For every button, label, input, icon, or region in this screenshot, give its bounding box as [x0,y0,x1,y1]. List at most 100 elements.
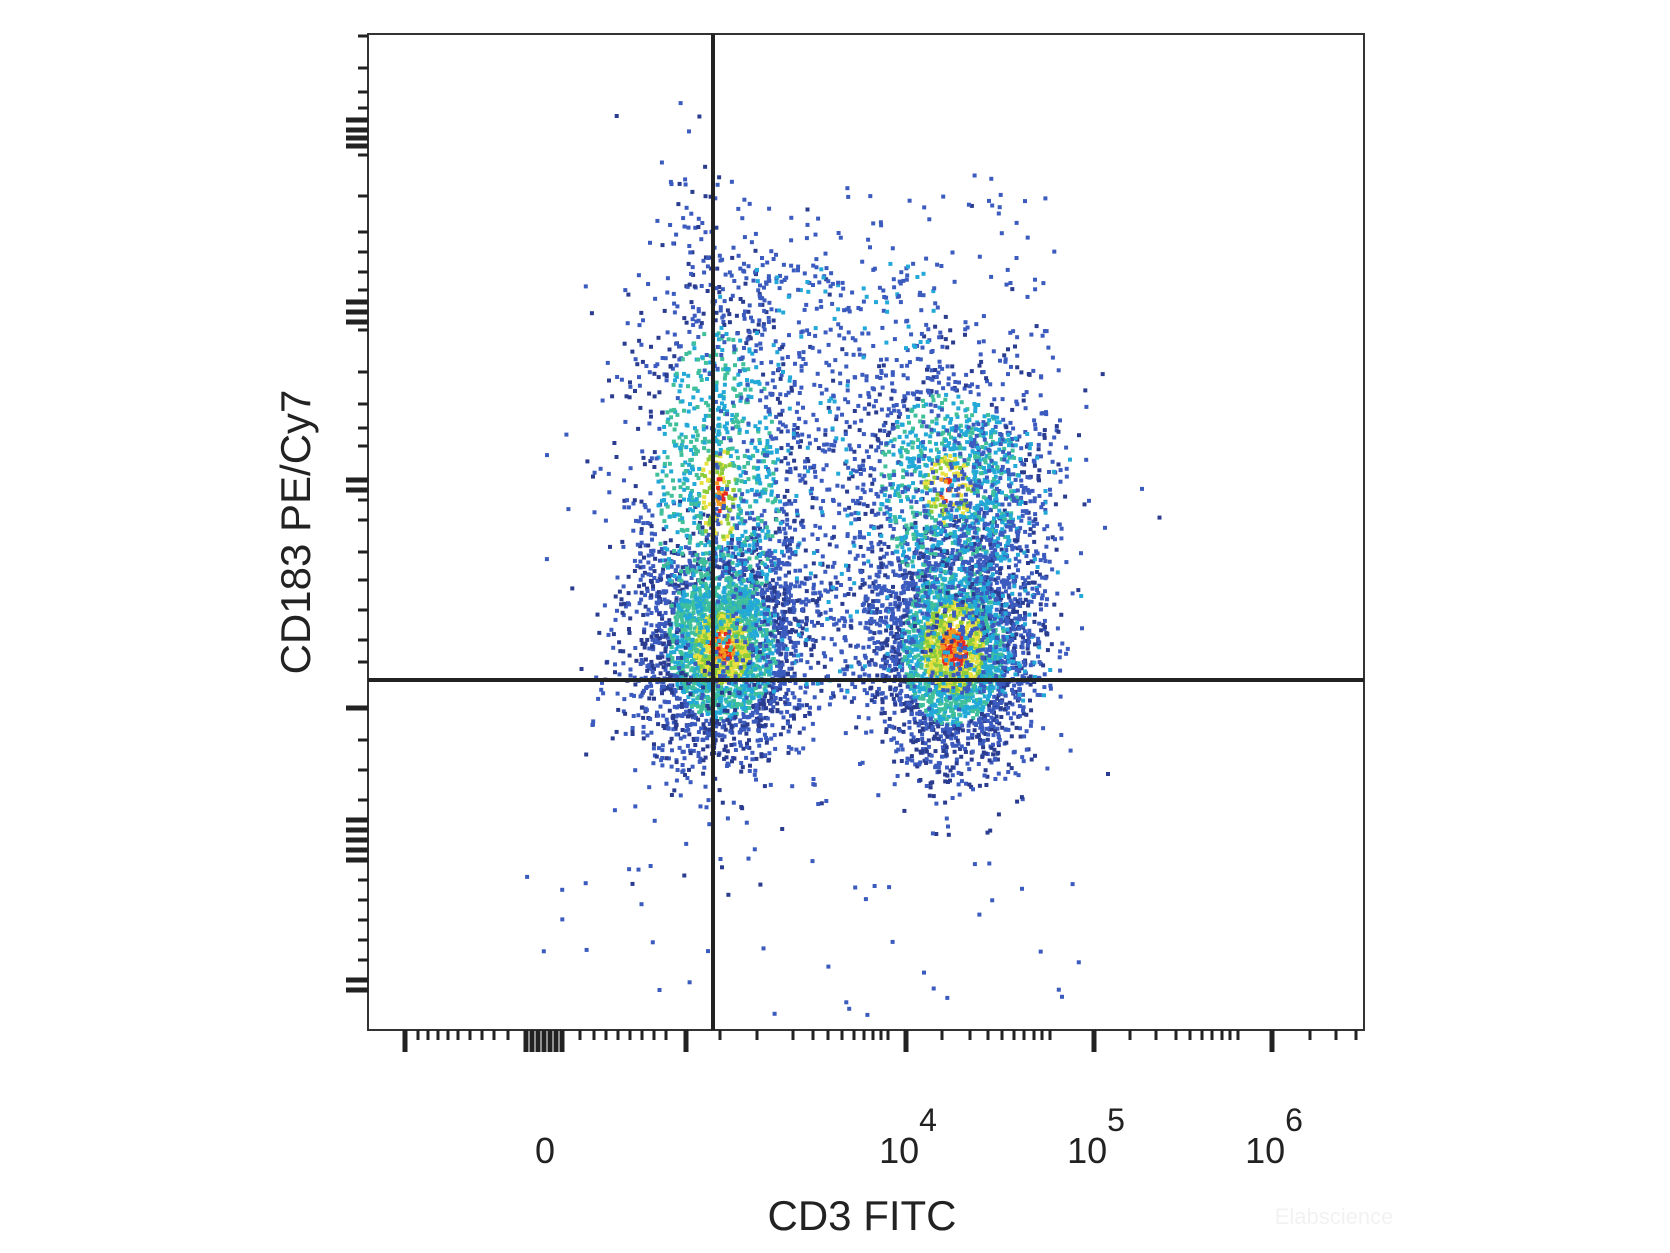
event-dot-2771 [751,453,755,458]
event-dot-1414 [701,512,706,517]
event-dot-4007 [760,489,765,494]
event-dot-1829 [755,633,760,638]
event-dot-2845 [691,610,696,615]
event-dot-2727 [733,363,737,368]
event-dot-3040 [746,619,751,623]
event-dot-3641 [770,500,775,505]
event-dot-2806 [687,767,691,772]
event-dot-2069 [760,611,765,616]
event-dot-3741 [746,856,751,861]
event-dot-3049 [713,618,718,623]
event-dot-4113 [922,671,927,676]
event-dot-2233 [674,647,679,652]
event-dot-2910 [752,625,757,630]
event-dot-3122 [665,410,670,415]
event-dot-2107 [740,631,745,636]
event-dot-3746 [690,594,694,599]
event-dot-945 [834,621,839,626]
event-dot-1408 [798,685,803,690]
event-dot-1029 [804,618,809,623]
event-dot-3366 [714,352,719,357]
event-dot-4821 [858,585,863,590]
event-dot-2435 [792,640,797,645]
event-dot-2341 [723,744,728,749]
event-dot-3094 [832,443,837,448]
event-dot-2819 [687,329,692,334]
event-dot-4112 [930,618,934,623]
event-dot-3412 [784,631,789,636]
event-dot-2413 [695,736,700,741]
event-dot-2741 [691,606,696,610]
event-dot-2345 [740,492,745,497]
event-dot-2646 [751,278,756,283]
event-dot-3070 [762,386,767,391]
event-dot-2818 [752,682,757,687]
event-dot-1802 [621,709,626,714]
event-dot-3844 [732,626,737,631]
event-dot-3825 [751,579,756,584]
event-dot-4466 [872,700,877,704]
event-dot-173 [782,634,787,639]
event-dot-2855 [708,543,713,548]
event-dot-3374 [777,576,782,581]
event-dot-2523 [706,696,711,701]
event-dot-1706 [719,716,724,721]
event-dot-4376 [981,745,986,750]
event-dot-2284 [811,737,816,742]
event-dot-3696 [686,373,691,378]
event-dot-3559 [737,521,742,526]
event-dot-356 [702,603,707,608]
event-dot-2652 [738,392,743,397]
event-dot-2676 [744,820,749,825]
event-dot-197 [815,620,820,625]
event-dot-3879 [730,255,735,260]
event-dot-3652 [785,355,790,359]
event-dot-657 [647,785,652,790]
event-dot-3000 [594,675,599,680]
event-dot-1774 [752,772,757,777]
event-dot-2311 [781,613,786,618]
event-dot-2750 [674,778,679,783]
event-dot-2799 [757,438,762,442]
event-dot-1936 [713,721,718,726]
event-dot-3056 [819,391,824,396]
event-dot-3217 [747,511,752,516]
event-dot-4971 [1004,660,1009,665]
event-dot-2481 [664,633,669,638]
event-dot-3985 [681,216,686,221]
event-dot-1019 [793,644,798,649]
event-dot-2267 [730,652,735,657]
event-dot-3914 [677,575,682,580]
event-dot-1649 [754,756,759,761]
event-dot-3257 [660,763,665,768]
event-dot-3743 [762,459,766,464]
event-dot-1284 [682,570,687,574]
event-dot-3486 [713,439,718,444]
event-dot-3089 [667,577,672,582]
event-dot-2916 [703,585,708,590]
event-dot-4078 [688,675,693,680]
event-dot-1228 [769,736,774,741]
event-dot-2400 [776,650,781,655]
event-dot-2720 [769,249,774,254]
event-dot-1109 [714,614,719,619]
event-dot-3293 [735,537,740,541]
event-dot-264 [659,687,664,692]
event-dot-4028 [702,446,707,451]
event-dot-4834 [914,634,919,639]
event-dot-2174 [640,660,645,665]
event-dot-3679 [603,518,608,523]
event-dot-1235 [638,662,643,666]
event-dot-1119 [740,569,744,574]
event-dot-2932 [698,511,703,516]
event-dot-1704 [661,680,666,685]
event-dot-428 [755,710,760,715]
event-dot-906 [767,581,772,586]
event-dot-3208 [758,642,763,647]
event-dot-3800 [687,497,691,502]
event-dot-4693 [988,611,993,616]
event-dot-3362 [749,487,754,492]
event-dot-4601 [869,540,874,545]
event-dot-1465 [648,566,653,571]
event-dot-3033 [621,584,626,589]
